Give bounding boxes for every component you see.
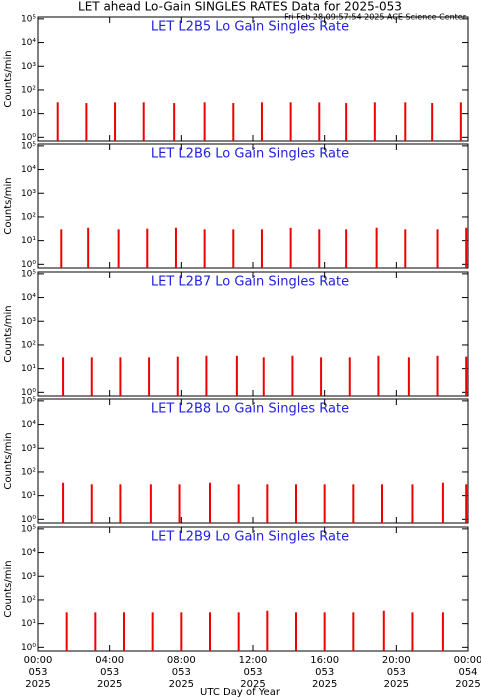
y-tick-label: 10⁵ (21, 524, 36, 534)
x-tick-year: 2025 (384, 679, 409, 690)
y-tick-label: 10¹ (21, 236, 36, 246)
panel-title: LET L2B5 Lo Gain Singles Rate (151, 20, 349, 35)
y-tick-label: 10¹ (21, 619, 36, 629)
x-tick-year: 2025 (97, 679, 122, 690)
x-tick-label: 16:00 (310, 655, 339, 666)
x-tick-day: 053 (387, 667, 406, 678)
y-tick-label: 10⁵ (21, 396, 36, 406)
x-tick-day: 053 (28, 667, 47, 678)
y-tick-label: 10² (21, 467, 36, 477)
x-tick-year: 2025 (312, 679, 337, 690)
x-axis-label: UTC Day of Year (200, 687, 281, 698)
x-tick-label: 08:00 (167, 655, 196, 666)
plot-frame (37, 271, 469, 397)
y-tick-label: 10⁴ (21, 38, 36, 48)
x-tick-day: 053 (100, 667, 119, 678)
x-tick-day: 053 (172, 667, 191, 678)
y-axis-label: Counts/min (3, 177, 14, 234)
x-tick-day: 053 (243, 667, 262, 678)
plot-frame (37, 526, 469, 652)
y-tick-label: 10⁰ (21, 643, 36, 653)
y-tick-label: 10³ (21, 62, 36, 72)
y-tick-label: 10² (21, 212, 36, 222)
y-tick-label: 10⁵ (21, 14, 36, 24)
x-tick-year: 2025 (25, 679, 50, 690)
plot-frame (37, 143, 469, 269)
y-axis-label: Counts/min (3, 432, 14, 489)
panel-title: LET L2B8 Lo Gain Singles Rate (151, 402, 349, 417)
y-tick-label: 10⁵ (21, 269, 36, 279)
y-tick-label: 10⁴ (21, 293, 36, 303)
y-tick-label: 10¹ (21, 491, 36, 501)
y-tick-label: 10⁰ (21, 260, 36, 270)
panel-title: LET L2B6 Lo Gain Singles Rate (151, 147, 349, 162)
y-tick-label: 10⁴ (21, 420, 36, 430)
y-tick-label: 10⁰ (21, 133, 36, 143)
y-tick-label: 10⁰ (21, 515, 36, 525)
plot-frame (37, 16, 469, 142)
x-tick-year: 2025 (455, 679, 480, 690)
y-tick-label: 10⁵ (21, 141, 36, 151)
y-tick-label: 10² (21, 85, 36, 95)
y-tick-label: 10³ (21, 317, 36, 327)
y-tick-label: 10³ (21, 189, 36, 199)
y-tick-label: 10⁴ (21, 165, 36, 175)
x-tick-year: 2025 (169, 679, 194, 690)
y-axis-label: Counts/min (3, 50, 14, 107)
y-tick-label: 10⁴ (21, 548, 36, 558)
x-tick-year: 2025 (240, 679, 265, 690)
x-tick-day: 053 (315, 667, 334, 678)
y-axis-label: Counts/min (3, 305, 14, 362)
x-tick-day: 054 (458, 667, 477, 678)
y-tick-label: 10² (21, 340, 36, 350)
plot-frame (37, 398, 469, 524)
x-tick-label: 04:00 (95, 655, 124, 666)
y-tick-label: 10¹ (21, 364, 36, 374)
y-axis-label: Counts/min (3, 560, 14, 617)
y-tick-label: 10² (21, 595, 36, 605)
chart-title: LET ahead Lo-Gain SINGLES RATES Data for… (78, 0, 402, 14)
x-tick-label: 00:00 (24, 655, 53, 666)
x-tick-label: 12:00 (239, 655, 268, 666)
x-tick-label: 20:00 (382, 655, 411, 666)
y-tick-label: 10¹ (21, 109, 36, 119)
y-tick-label: 10³ (21, 444, 36, 454)
x-tick-label: 00:00 (454, 655, 481, 666)
panel-title: LET L2B7 Lo Gain Singles Rate (151, 275, 349, 290)
y-tick-label: 10³ (21, 572, 36, 582)
panel-title: LET L2B9 Lo Gain Singles Rate (151, 530, 349, 545)
y-tick-label: 10⁰ (21, 388, 36, 398)
